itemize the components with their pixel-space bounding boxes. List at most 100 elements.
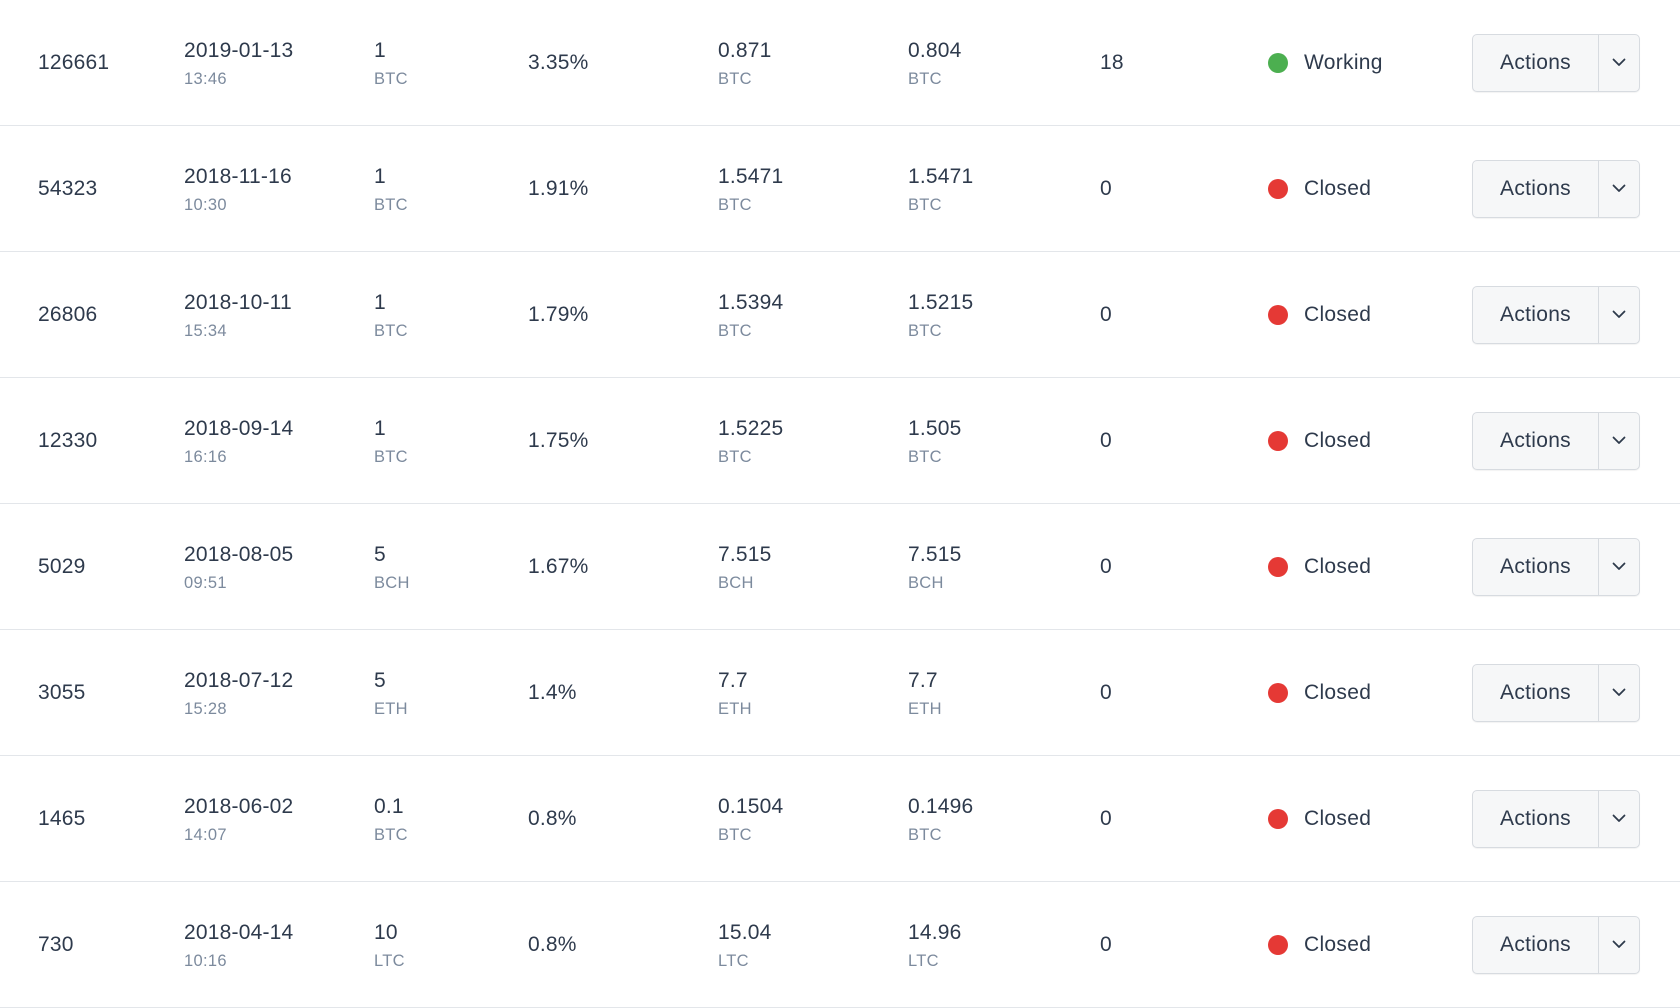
status-dot-icon <box>1268 557 1288 577</box>
status-cell: Closed <box>1268 882 1371 1008</box>
date-cell: 2019-01-13 13:46 <box>184 0 293 126</box>
actions-button[interactable]: Actions <box>1473 35 1598 91</box>
row-paid: 1.5215 <box>908 290 974 314</box>
total-cell: 1.5471 BTC <box>718 126 783 252</box>
status-cell: Closed <box>1268 378 1371 504</box>
actions-dropdown-toggle[interactable] <box>1598 413 1639 469</box>
row-count: 0 <box>1100 303 1112 326</box>
row-rate: 1.4% <box>528 681 577 704</box>
count-cell: 0 <box>1100 126 1112 252</box>
table-row: 26806 2018-10-11 15:34 1 BTC 1.79% 1.539… <box>0 252 1680 378</box>
amount-cell: 1 BTC <box>374 252 408 378</box>
row-id: 26806 <box>38 303 98 326</box>
actions-button[interactable]: Actions <box>1473 917 1598 973</box>
actions-button[interactable]: Actions <box>1473 161 1598 217</box>
table-row: 126661 2019-01-13 13:46 1 BTC 3.35% 0.87… <box>0 0 1680 126</box>
rate-cell: 0.8% <box>528 756 577 882</box>
row-amount-unit: LTC <box>374 951 405 970</box>
actions-button-group: Actions <box>1472 286 1640 344</box>
date-cell: 2018-07-12 15:28 <box>184 630 293 756</box>
actions-button[interactable]: Actions <box>1473 287 1598 343</box>
table-row: 5029 2018-08-05 09:51 5 BCH 1.67% 7.515 … <box>0 504 1680 630</box>
rate-cell: 3.35% <box>528 0 589 126</box>
chevron-down-icon <box>1612 558 1626 576</box>
total-cell: 15.04 LTC <box>718 882 772 1008</box>
row-time: 14:07 <box>184 825 227 844</box>
row-rate: 1.91% <box>528 177 589 200</box>
row-amount: 5 <box>374 668 386 692</box>
status-label: Closed <box>1304 177 1372 200</box>
actions-cell: Actions <box>1472 252 1640 378</box>
actions-dropdown-toggle[interactable] <box>1598 287 1639 343</box>
actions-button-group: Actions <box>1472 34 1640 92</box>
id-cell: 12330 <box>38 378 97 504</box>
id-cell: 5029 <box>38 504 86 630</box>
paid-cell: 0.1496 BTC <box>908 756 973 882</box>
row-rate: 1.79% <box>528 303 589 326</box>
actions-dropdown-toggle[interactable] <box>1598 791 1639 847</box>
paid-cell: 1.5471 BTC <box>908 126 973 252</box>
actions-dropdown-toggle[interactable] <box>1598 917 1639 973</box>
status-cell: Working <box>1268 0 1383 126</box>
id-cell: 26806 <box>38 252 97 378</box>
actions-button-label: Actions <box>1500 429 1571 452</box>
status-label: Closed <box>1304 555 1372 578</box>
chevron-down-icon <box>1612 432 1626 450</box>
amount-cell: 10 LTC <box>374 882 405 1008</box>
chevron-down-icon <box>1612 306 1626 324</box>
row-total: 15.04 <box>718 920 772 944</box>
actions-button[interactable]: Actions <box>1473 413 1598 469</box>
count-cell: 18 <box>1100 0 1124 126</box>
paid-cell: 1.505 BTC <box>908 378 962 504</box>
row-time: 09:51 <box>184 573 227 592</box>
actions-button[interactable]: Actions <box>1473 539 1598 595</box>
table-row: 730 2018-04-14 10:16 10 LTC 0.8% 15.04 L… <box>0 882 1680 1008</box>
amount-cell: 0.1 BTC <box>374 756 408 882</box>
count-cell: 0 <box>1100 756 1112 882</box>
actions-button-group: Actions <box>1472 412 1640 470</box>
count-cell: 0 <box>1100 630 1112 756</box>
actions-dropdown-toggle[interactable] <box>1598 35 1639 91</box>
row-paid: 1.505 <box>908 416 962 440</box>
table-row: 12330 2018-09-14 16:16 1 BTC 1.75% 1.522… <box>0 378 1680 504</box>
date-cell: 2018-06-02 14:07 <box>184 756 293 882</box>
status-cell: Closed <box>1268 756 1371 882</box>
row-date: 2018-08-05 <box>184 542 294 566</box>
amount-cell: 1 BTC <box>374 126 408 252</box>
actions-dropdown-toggle[interactable] <box>1598 161 1639 217</box>
date-cell: 2018-10-11 15:34 <box>184 252 292 378</box>
paid-cell: 7.7 ETH <box>908 630 942 756</box>
actions-button[interactable]: Actions <box>1473 791 1598 847</box>
row-amount-unit: ETH <box>374 699 408 718</box>
row-id: 126661 <box>38 51 110 74</box>
actions-dropdown-toggle[interactable] <box>1598 539 1639 595</box>
row-paid-unit: ETH <box>908 699 942 718</box>
actions-dropdown-toggle[interactable] <box>1598 665 1639 721</box>
row-paid: 7.515 <box>908 542 962 566</box>
status-label: Closed <box>1304 807 1372 830</box>
row-id: 3055 <box>38 681 86 704</box>
row-total-unit: BTC <box>718 321 752 340</box>
id-cell: 1465 <box>38 756 86 882</box>
row-paid: 7.7 <box>908 668 938 692</box>
row-paid: 0.804 <box>908 38 962 62</box>
row-paid: 1.5471 <box>908 164 974 188</box>
count-cell: 0 <box>1100 378 1112 504</box>
actions-button[interactable]: Actions <box>1473 665 1598 721</box>
row-total-unit: BTC <box>718 69 752 88</box>
total-cell: 7.7 ETH <box>718 630 752 756</box>
date-cell: 2018-09-14 16:16 <box>184 378 293 504</box>
row-amount: 5 <box>374 542 386 566</box>
row-date: 2018-11-16 <box>184 164 292 188</box>
date-cell: 2018-08-05 09:51 <box>184 504 293 630</box>
row-total-unit: LTC <box>718 951 749 970</box>
row-total: 1.5225 <box>718 416 784 440</box>
actions-button-group: Actions <box>1472 538 1640 596</box>
count-cell: 0 <box>1100 504 1112 630</box>
row-id: 1465 <box>38 807 86 830</box>
row-time: 10:16 <box>184 951 227 970</box>
row-id: 730 <box>38 933 74 956</box>
rate-cell: 1.91% <box>528 126 589 252</box>
row-paid-unit: BTC <box>908 195 942 214</box>
status-dot-icon <box>1268 683 1288 703</box>
